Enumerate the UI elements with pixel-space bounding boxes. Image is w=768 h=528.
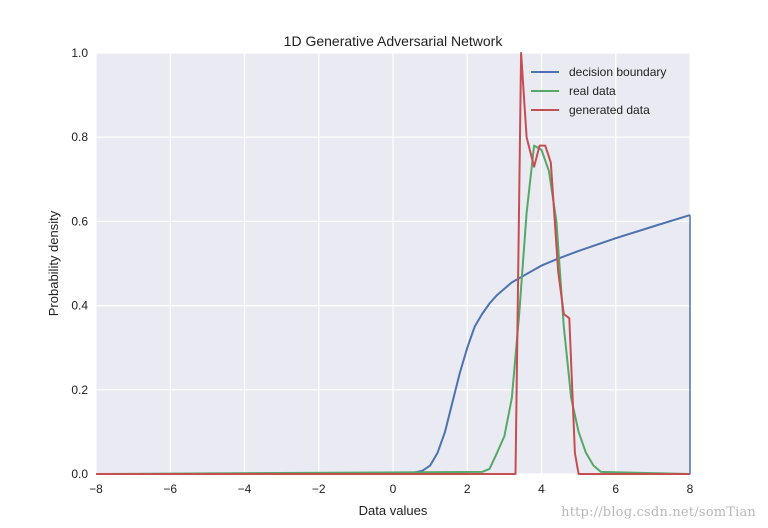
x-axis-label: Data values [359, 503, 428, 518]
legend: decision boundary real data generated data [531, 65, 666, 117]
x-tick-label: 6 [612, 482, 619, 496]
y-tick-label: 1.0 [71, 46, 88, 60]
watermark: http://blog.csdn.net/somTian [561, 505, 756, 520]
legend-label: decision boundary [569, 65, 666, 79]
series-line-generated-data [96, 52, 690, 475]
x-tick-label: −2 [312, 482, 326, 496]
y-tick-label: 0.8 [71, 130, 88, 144]
series-line-real-data [95, 144, 691, 475]
tick-labels: −8 −6 −4 −2 0 2 4 6 8 0.0 0.2 0.4 0.6 0.8 1.0 [71, 46, 693, 496]
y-tick-label: 0.2 [71, 383, 88, 397]
x-tick-label: −8 [89, 482, 103, 496]
x-tick-label: −4 [238, 482, 252, 496]
x-tick-label: −6 [163, 482, 177, 496]
y-tick-label: 0.6 [71, 214, 88, 228]
series-layer [95, 52, 691, 475]
x-tick-label: 4 [538, 482, 545, 496]
x-tick-label: 0 [390, 482, 397, 496]
y-axis-label: Probability density [46, 210, 61, 316]
chart-title: 1D Generative Adversarial Network [284, 33, 504, 49]
x-tick-label: 8 [687, 482, 694, 496]
x-tick-label: 2 [464, 482, 471, 496]
y-tick-label: 0.0 [71, 467, 88, 481]
legend-label: generated data [569, 103, 650, 117]
legend-label: real data [569, 84, 616, 98]
y-tick-label: 0.4 [71, 299, 88, 313]
